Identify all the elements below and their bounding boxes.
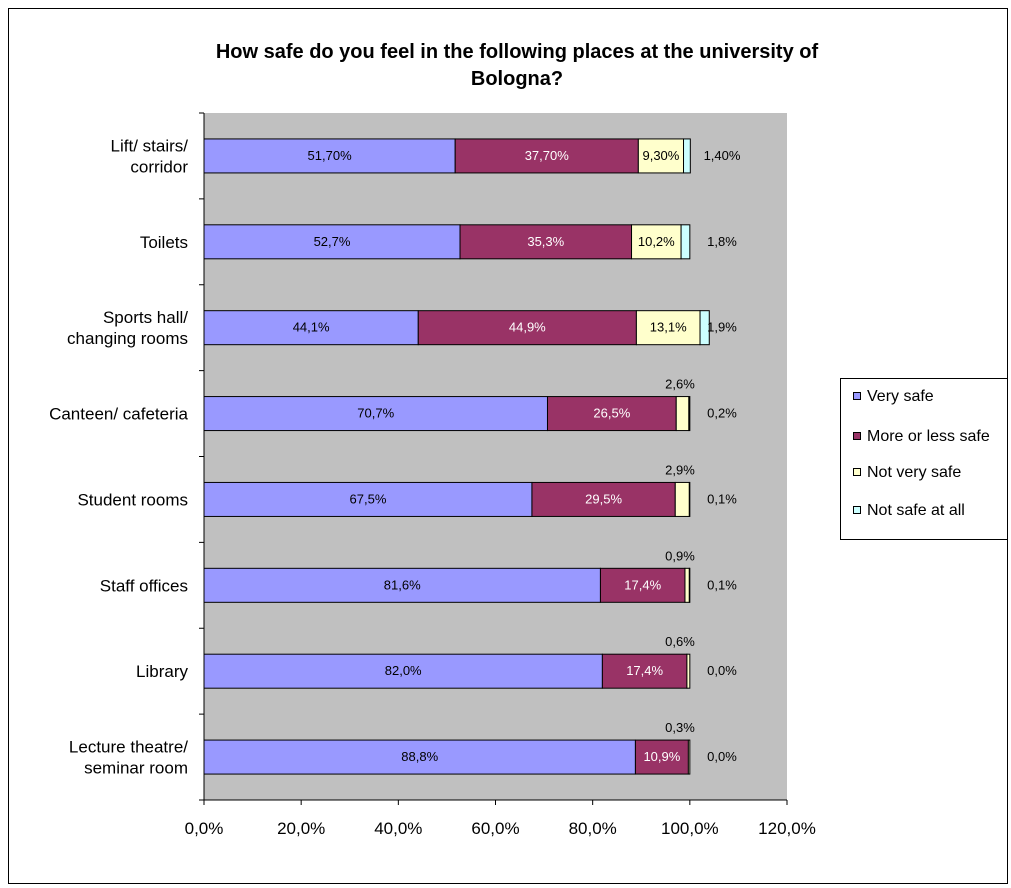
category-label: Student rooms xyxy=(77,490,188,509)
data-label: 52,7% xyxy=(314,234,351,249)
bar-segment xyxy=(203,739,636,775)
data-label: 29,5% xyxy=(585,491,622,506)
data-label: 10,9% xyxy=(643,749,680,764)
bar-segment xyxy=(688,396,691,432)
bar-segment xyxy=(546,396,677,432)
chart-legend: Very safe More or less safe Not very saf… xyxy=(840,378,1008,540)
x-tick-label: 0,0% xyxy=(185,819,224,838)
legend-label-more-or-less-safe: More or less safe xyxy=(867,428,990,445)
category-label: changing rooms xyxy=(67,329,188,348)
category-label: Sports hall/ xyxy=(103,308,188,327)
bar-segment xyxy=(531,481,676,517)
data-label: 81,6% xyxy=(384,577,421,592)
bar-segment xyxy=(699,310,710,346)
data-label: 1,8% xyxy=(707,234,737,249)
bar-segment xyxy=(203,567,601,603)
legend-label-not-very-safe: Not very safe xyxy=(867,464,962,481)
data-label: 1,40% xyxy=(704,148,741,163)
x-tick-label: 80,0% xyxy=(569,819,617,838)
data-label: 17,4% xyxy=(624,577,661,592)
data-label: 17,4% xyxy=(626,663,663,678)
category-label: corridor xyxy=(130,157,188,176)
data-label: 44,1% xyxy=(293,320,330,335)
legend-label-not-safe-at-all: Not safe at all xyxy=(867,502,965,519)
data-label: 2,9% xyxy=(665,462,695,477)
category-label: Toilets xyxy=(140,233,188,252)
bar-segment xyxy=(680,224,691,260)
x-tick-label: 20,0% xyxy=(277,819,325,838)
data-label: 0,9% xyxy=(665,548,695,563)
data-label: 13,1% xyxy=(650,320,687,335)
legend-swatch-not-safe-at-all xyxy=(853,506,861,514)
data-label: 0,0% xyxy=(707,749,737,764)
data-label: 10,2% xyxy=(638,234,675,249)
data-label: 0,2% xyxy=(707,406,737,421)
data-label: 2,6% xyxy=(665,377,695,392)
bar-segment xyxy=(675,396,690,432)
chart-title: How safe do you feel in the following pl… xyxy=(117,39,917,93)
x-tick-label: 100,0% xyxy=(661,819,719,838)
bar-segment xyxy=(599,567,686,603)
bar-segment xyxy=(684,567,690,603)
legend-label-very-safe: Very safe xyxy=(867,388,934,405)
chart-title-line-1: How safe do you feel in the following pl… xyxy=(215,41,819,63)
bar-segment xyxy=(635,310,701,346)
x-tick-label: 40,0% xyxy=(374,819,422,838)
bar-segment xyxy=(683,138,691,174)
data-label: 9,30% xyxy=(642,148,679,163)
data-label: 51,70% xyxy=(308,148,353,163)
bar-segment xyxy=(686,653,691,689)
category-label: Canteen/ cafeteria xyxy=(49,405,188,424)
data-label: 35,3% xyxy=(527,234,564,249)
data-label: 88,8% xyxy=(401,749,438,764)
legend-swatch-more-or-less-safe xyxy=(853,432,861,440)
category-label: Lecture theatre/ xyxy=(69,738,188,757)
bar-segment xyxy=(637,138,685,174)
bar-segment xyxy=(203,396,548,432)
data-label: 1,9% xyxy=(707,320,737,335)
data-label: 0,0% xyxy=(707,663,737,678)
bar-segment xyxy=(687,739,691,775)
data-label: 70,7% xyxy=(357,406,394,421)
category-label: Staff offices xyxy=(100,576,188,595)
data-label: 44,9% xyxy=(509,320,546,335)
data-label: 0,1% xyxy=(707,491,737,506)
legend-swatch-very-safe xyxy=(853,392,861,400)
legend-swatch-not-very-safe xyxy=(853,468,861,476)
bar-segment xyxy=(203,310,419,346)
data-label: 26,5% xyxy=(593,406,630,421)
data-label: 0,1% xyxy=(707,577,737,592)
data-label: 0,6% xyxy=(665,634,695,649)
bar-segment xyxy=(459,224,633,260)
data-label: 0,3% xyxy=(665,720,695,735)
category-label: Lift/ stairs/ xyxy=(111,136,189,155)
plot-area xyxy=(204,113,787,800)
category-label: Library xyxy=(136,662,188,681)
bar-segment xyxy=(203,138,456,174)
data-label: 37,70% xyxy=(525,148,570,163)
category-label: seminar room xyxy=(84,759,188,778)
bar-segment xyxy=(634,739,689,775)
data-label: 82,0% xyxy=(385,663,422,678)
x-tick-label: 120,0% xyxy=(758,819,816,838)
bar-segment xyxy=(203,653,603,689)
bar-segment xyxy=(674,481,690,517)
x-tick-label: 60,0% xyxy=(471,819,519,838)
chart-title-line-2: Bologna? xyxy=(470,68,564,90)
data-label: 67,5% xyxy=(350,491,387,506)
